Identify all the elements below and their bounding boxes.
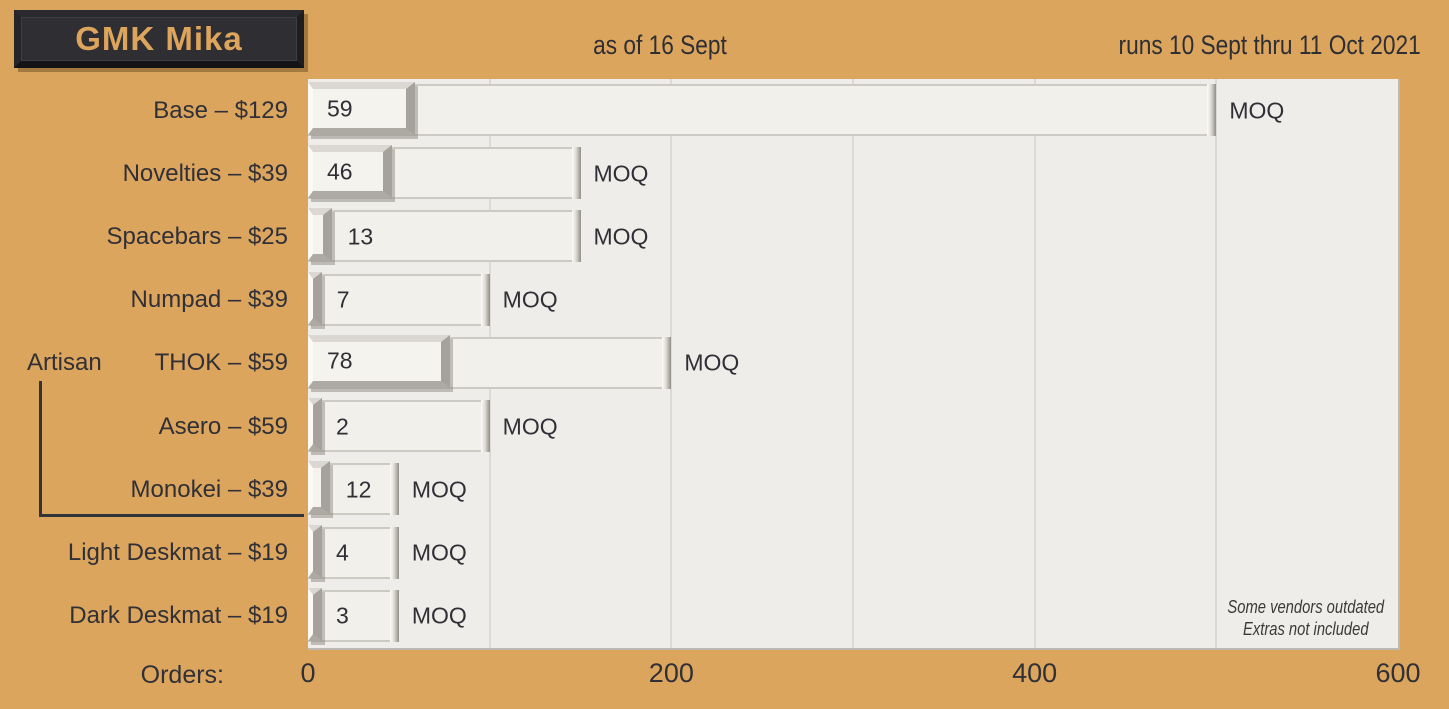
order-count: 59 xyxy=(327,95,353,121)
row-label: THOK – $59 xyxy=(154,349,288,377)
title-keycap-face: GMK Mika xyxy=(21,17,297,61)
moq-bar xyxy=(308,589,399,642)
moq-label: MOQ xyxy=(502,413,558,440)
bar-row: 4 MOQ xyxy=(308,522,1398,585)
artisan-bracket-horizontal xyxy=(39,514,304,517)
footnote: Some vendors outdated Extras not included xyxy=(1227,596,1384,640)
order-bar xyxy=(308,524,322,578)
order-count: 12 xyxy=(345,476,372,503)
row-label: Novelties – $39 xyxy=(122,159,288,187)
order-count: 3 xyxy=(336,602,349,629)
footnote-line2: Extras not included xyxy=(1242,619,1369,639)
row-label: Light Deskmat – $19 xyxy=(67,539,288,567)
x-axis-label: Orders: xyxy=(140,661,224,689)
plot-area: 59 MOQ 46 MOQ 13 MOQ 7 MOQ 78 MOQ 2 MOQ 12 MOQ 4 MOQ 3 MO… xyxy=(308,79,1400,650)
order-count: 13 xyxy=(347,223,374,250)
as-of-annotation: as of 16 Sept xyxy=(593,30,727,60)
order-count: 2 xyxy=(336,413,349,440)
row-label: Spacebars – $25 xyxy=(106,223,288,251)
order-bar: 59 xyxy=(308,82,416,135)
order-bar xyxy=(308,208,332,262)
x-axis: Orders: 0 200 400 600 xyxy=(0,658,1449,700)
row-label: Monokei – $39 xyxy=(130,475,288,503)
moq-label: MOQ xyxy=(411,476,467,503)
bar-row: 78 MOQ xyxy=(308,332,1398,395)
page-title: GMK Mika xyxy=(75,20,243,57)
axis-tick-600: 600 xyxy=(1375,658,1421,688)
row-label: Numpad – $39 xyxy=(130,286,288,314)
axis-tick-400: 400 xyxy=(1012,658,1058,688)
row-label: Dark Deskmat – $19 xyxy=(69,602,288,630)
order-bar xyxy=(308,271,322,325)
title-keycap: GMK Mika xyxy=(14,10,304,68)
moq-bar xyxy=(308,400,490,453)
order-count: 78 xyxy=(327,347,353,374)
moq-label: MOQ xyxy=(411,539,467,566)
artisan-bracket-vertical xyxy=(39,381,42,517)
moq-label: MOQ xyxy=(593,223,649,250)
bar-row: 46 MOQ xyxy=(308,142,1398,205)
order-count: 4 xyxy=(336,539,349,566)
axis-tick-0: 0 xyxy=(300,658,316,688)
row-label: Base – $129 xyxy=(153,96,288,124)
moq-bar xyxy=(308,273,490,326)
category-labels: Base – $129 Novelties – $39 Spacebars – $2… xyxy=(0,79,296,648)
gridline-500 xyxy=(1215,79,1218,648)
axis-tick-200: 200 xyxy=(648,658,694,688)
bar-row: 12 MOQ xyxy=(308,458,1398,521)
gridline-200 xyxy=(670,79,673,648)
footnote-line1: Some vendors outdated xyxy=(1227,597,1384,617)
order-count: 46 xyxy=(327,158,353,185)
run-dates-annotation: runs 10 Sept thru 11 Oct 2021 xyxy=(1118,30,1421,60)
title-keycap-bevel xyxy=(14,10,304,68)
moq-label: MOQ xyxy=(593,160,649,187)
moq-bar xyxy=(308,210,581,263)
artisan-group-label: Artisan xyxy=(27,349,102,377)
gridline-400 xyxy=(1033,79,1036,648)
moq-label: MOQ xyxy=(684,349,740,376)
order-bar: 78 xyxy=(308,334,450,388)
moq-bar xyxy=(308,84,1217,136)
order-count: 7 xyxy=(336,286,350,313)
bar-row: 2 MOQ xyxy=(308,395,1398,458)
bar-row: 7 MOQ xyxy=(308,269,1398,332)
order-bar: 46 xyxy=(308,145,392,199)
bar-row: 59 MOQ xyxy=(308,79,1398,142)
bar-row: 13 MOQ xyxy=(308,205,1398,268)
gridline-300 xyxy=(852,79,854,648)
moq-label: MOQ xyxy=(411,602,467,629)
order-bar xyxy=(308,461,330,515)
order-bar xyxy=(308,398,322,452)
moq-label: MOQ xyxy=(502,286,558,313)
row-label: Asero – $59 xyxy=(158,412,288,440)
moq-label: MOQ xyxy=(1229,97,1285,124)
order-bar xyxy=(308,587,322,641)
bar-row: 3 MOQ xyxy=(308,585,1398,648)
